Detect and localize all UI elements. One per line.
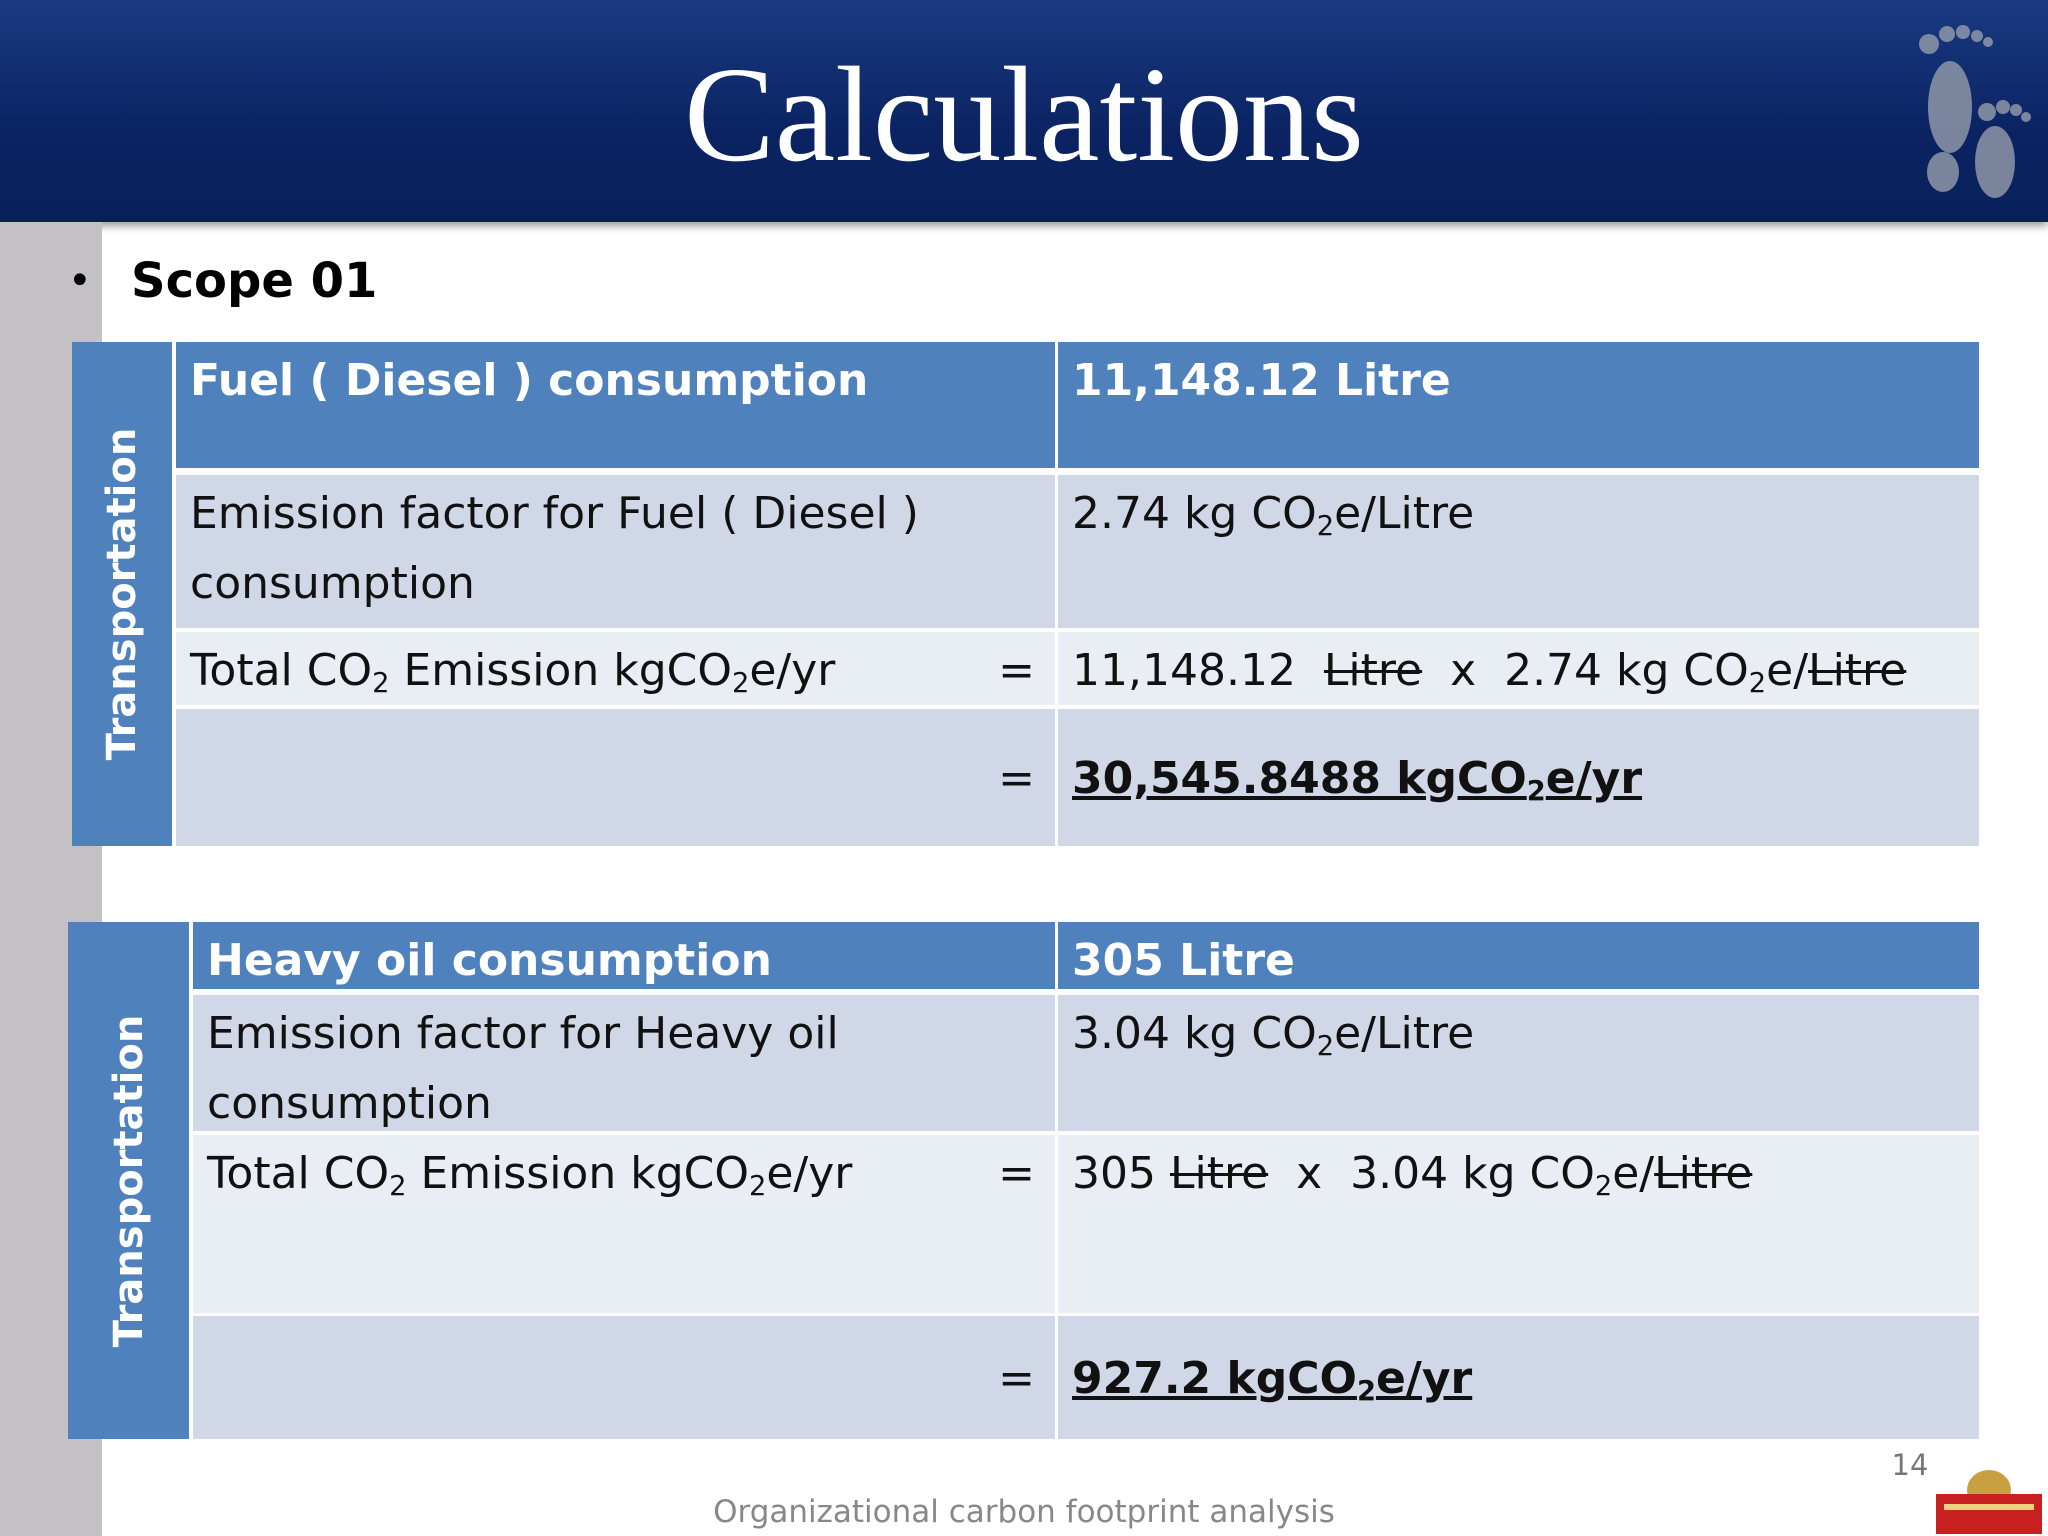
slide-title: Calculations [684, 40, 1364, 190]
label-cell: Heavy oil consumption [193, 922, 1055, 989]
text-run: Heavy oil consumption [207, 935, 772, 986]
equals-sign: = [998, 752, 1035, 804]
side-label: Transportation [99, 427, 145, 761]
label-cell: = [193, 1316, 1055, 1439]
text-run: Emission factor for Fuel ( Diesel ) cons… [190, 488, 933, 609]
equals-sign: = [998, 1148, 1035, 1199]
equals-sign: = [998, 1352, 1035, 1404]
text-run: Total CO [207, 1148, 390, 1199]
text-run: e/ [1766, 645, 1809, 696]
value-cell: 305 Litre [1058, 922, 1979, 989]
value-cell: 305 Litre x 3.04 kg CO2e/Litre [1058, 1135, 1979, 1313]
text-run: 2 [748, 1170, 767, 1202]
value-cell: 2.74 kg CO2e/Litre [1058, 475, 1979, 628]
page-number: 14 [1891, 1448, 1929, 1482]
text-run: x 2.74 kg CO [1422, 645, 1749, 696]
text-run: 2 [1526, 775, 1546, 807]
title-band [0, 0, 2048, 222]
side-label-cell: Transportation [68, 922, 189, 1439]
text-run: e/Litre [1334, 488, 1475, 539]
label-cell: Total CO2 Emission kgCO2e/yr = [193, 1135, 1055, 1313]
label-cell: = [176, 709, 1055, 846]
text-run: e/ [1612, 1148, 1655, 1199]
text-run: 2.74 kg CO [1072, 488, 1317, 539]
value-cell: 11,148.12 Litre [1058, 342, 1979, 468]
bullet-text: Scope 01 [131, 253, 378, 309]
text-run: 2 [1316, 1030, 1335, 1062]
text-run: Total CO [190, 645, 373, 696]
bullet-dot: • [68, 258, 92, 304]
text-run: e/yr [749, 645, 836, 696]
value-cell: 11,148.12 Litre x 2.74 kg CO2e/Litre [1058, 632, 1979, 705]
side-label-cell: Transportation [72, 342, 172, 846]
side-label: Transportation [105, 1014, 152, 1347]
value-cell: 30,545.8488 kgCO2e/yr [1058, 709, 1979, 846]
text-run: e/Litre [1334, 1008, 1475, 1059]
text-run: Emission kgCO [389, 645, 732, 696]
text-run: Litre [1808, 645, 1907, 696]
text-run: 305 [1072, 1148, 1170, 1199]
logo [1936, 1470, 2042, 1534]
text-run: e/yr [766, 1148, 853, 1199]
text-run: 2 [389, 1170, 407, 1202]
value-cell: 3.04 kg CO2e/Litre [1058, 995, 1979, 1131]
text-run: Emission factor for Heavy oil consumptio… [207, 1008, 853, 1129]
text-run: 2 [1356, 1375, 1376, 1407]
text-run: Emission kgCO [406, 1148, 749, 1199]
text-run: 2 [731, 667, 750, 699]
text-run: Litre [1169, 1148, 1269, 1199]
footprint-icon [1919, 25, 2031, 198]
text-run: 305 Litre [1072, 935, 1295, 986]
text-run: 2 [1316, 510, 1335, 542]
label-cell: Total CO2 Emission kgCO2e/yr = [176, 632, 1055, 705]
text-run: e/yr [1375, 1352, 1473, 1404]
text-run: Fuel ( Diesel ) consumption [190, 355, 869, 406]
text-run: x 3.04 kg CO [1268, 1148, 1595, 1199]
value-cell: 927.2 kgCO2e/yr [1058, 1316, 1979, 1439]
text-run: 30,545.8488 kgCO [1072, 752, 1527, 804]
label-cell: Fuel ( Diesel ) consumption [176, 342, 1055, 468]
text-run: 11,148.12 Litre [1072, 355, 1451, 406]
text-run: 2 [1748, 667, 1767, 699]
label-cell: Emission factor for Heavy oil consumptio… [193, 995, 1055, 1131]
text-run: 11,148.12 [1072, 645, 1324, 696]
text-run: 2 [372, 667, 390, 699]
footer-caption: Organizational carbon footprint analysis [713, 1494, 1335, 1530]
text-run: 927.2 kgCO [1072, 1352, 1357, 1404]
text-run: e/yr [1545, 752, 1643, 804]
text-run: 2 [1594, 1170, 1613, 1202]
text-run: 3.04 kg CO [1072, 1008, 1317, 1059]
equals-sign: = [998, 645, 1035, 696]
label-cell: Emission factor for Fuel ( Diesel ) cons… [176, 475, 1055, 628]
text-run: Litre [1654, 1148, 1753, 1199]
text-run: Litre [1323, 645, 1423, 696]
